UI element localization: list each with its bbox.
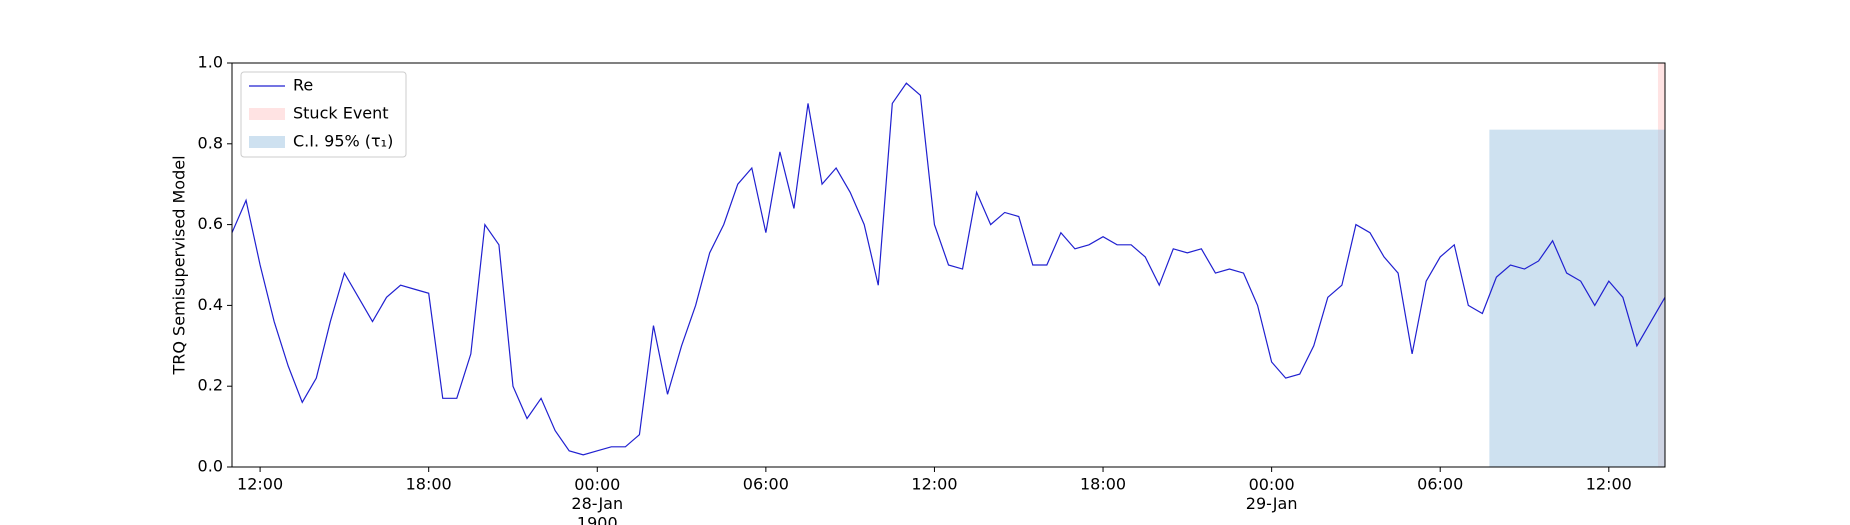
data-line [231,82,1666,456]
plot-frame [231,62,1666,468]
y-tick-label: 0.2 [198,376,223,395]
x-tick-label: 06:00 [743,475,789,494]
span [1489,129,1665,467]
x-tick-label: 00:00 29-Jan [1246,475,1298,513]
x-tick-label: 12:00 [1586,475,1632,494]
legend-label: Stuck Event [293,104,389,123]
legend-box [240,71,407,158]
y-tick-label: 1.0 [198,53,223,72]
legend-label: Re [293,76,313,95]
x-tick-label: 18:00 [406,475,452,494]
x-tick-label: 00:00 28-Jan 1900 [571,475,623,525]
y-tick-label: 0.6 [198,214,223,233]
x-tick-label: 18:00 [1080,475,1126,494]
legend-label: C.I. 95% (τ₁) [293,132,393,151]
y-tick-label: 0.0 [198,457,223,476]
legend-swatch [249,108,285,120]
x-tick-label: 12:00 [237,475,283,494]
x-tick-label: 06:00 [1417,475,1463,494]
y-tick-label: 0.4 [198,295,223,314]
y-axis-label: TRQ Semisupervised Model [170,155,189,375]
y-tick-label: 0.8 [198,133,223,152]
x-tick-label: 12:00 [911,475,957,494]
legend-swatch [249,136,285,148]
